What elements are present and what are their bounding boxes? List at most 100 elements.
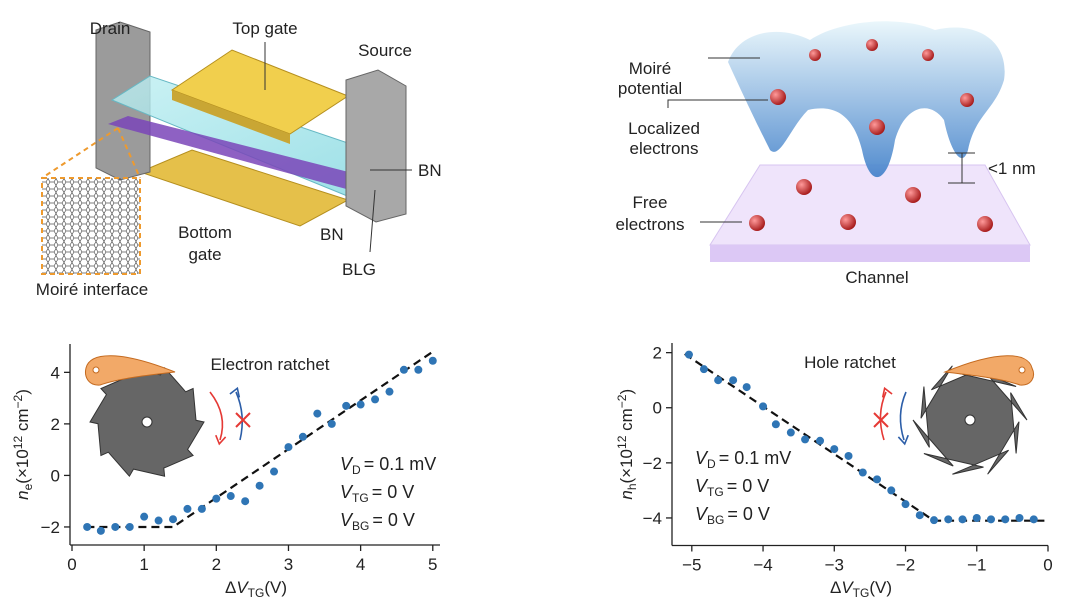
- moire-inset: [41, 177, 141, 275]
- label-part: V: [695, 476, 709, 496]
- data-point: [414, 365, 423, 374]
- electron: [977, 216, 993, 232]
- electron: [922, 49, 934, 61]
- label-part: (×10: [13, 449, 32, 484]
- data-point: [371, 395, 380, 404]
- electron: [960, 93, 974, 107]
- label-part: V: [695, 504, 709, 524]
- label: Source: [358, 41, 412, 60]
- data-point: [1015, 513, 1024, 522]
- annotation: Electron ratchet: [210, 355, 329, 374]
- axis-label: ΔVTG(V): [830, 578, 892, 600]
- label-part: ): [13, 389, 32, 395]
- label: BN: [320, 225, 344, 244]
- data-point: [428, 356, 437, 365]
- data-point: [816, 436, 825, 445]
- data-point: [987, 515, 996, 524]
- x-tick-label: 5: [428, 555, 437, 574]
- data-point: [255, 481, 264, 490]
- label: BN: [418, 161, 442, 180]
- zoom-line: [41, 127, 119, 179]
- label-part: cm: [617, 408, 636, 435]
- label-part: n: [617, 490, 636, 499]
- label-part: BG: [352, 519, 369, 533]
- label: Top gate: [232, 19, 297, 38]
- label-part: (×10: [617, 449, 636, 484]
- y-tick-label: −2: [41, 518, 60, 537]
- axis-label: VBG = 0 V: [340, 510, 415, 533]
- blocked-mark: [235, 412, 251, 428]
- label-part: V: [841, 578, 854, 597]
- potential-diagram: Moiré potential Localized electrons Free…: [616, 21, 1036, 287]
- axis-label: VTG = 0 V: [695, 476, 769, 499]
- label-part: TG: [352, 491, 369, 505]
- pawl-pin: [1018, 366, 1026, 374]
- label: Localized: [628, 119, 700, 138]
- rotation-arrow: [899, 391, 907, 441]
- data-point: [284, 443, 293, 452]
- arrow-head: [229, 386, 241, 398]
- label-part: −2: [615, 394, 629, 408]
- label-part: e: [21, 483, 35, 490]
- label-part: ): [617, 389, 636, 395]
- electron: [770, 89, 786, 105]
- rotation-arrow: [879, 391, 887, 441]
- device-diagram: Drain Top gate Source BN BN BLG Bottom g…: [36, 19, 442, 299]
- label-part: TG: [248, 586, 265, 600]
- electron: [869, 119, 885, 135]
- data-point: [270, 467, 279, 476]
- data-point: [915, 511, 924, 520]
- data-point: [830, 445, 839, 454]
- y-tick-label: 2: [653, 344, 662, 363]
- data-point: [901, 500, 910, 509]
- channel-plane: [709, 164, 1031, 246]
- data-point: [212, 494, 221, 503]
- label-part: = 0 V: [372, 482, 415, 502]
- x-tick-label: −2: [896, 556, 915, 575]
- data-point: [154, 516, 163, 525]
- data-point: [729, 376, 738, 385]
- data-point: [972, 513, 981, 522]
- label-part: TG: [853, 586, 870, 600]
- x-tick-label: −5: [682, 556, 701, 575]
- x-tick-label: 4: [356, 555, 365, 574]
- electrons: [749, 39, 993, 232]
- label-part: = 0 V: [727, 476, 770, 496]
- electron: [749, 215, 765, 231]
- data-point: [858, 468, 867, 477]
- label-part: −2: [11, 394, 25, 408]
- data-point: [327, 419, 336, 428]
- label-part: 12: [11, 436, 25, 450]
- label-part: D: [352, 463, 361, 477]
- data-point: [958, 515, 967, 524]
- data-point: [385, 387, 394, 396]
- x-tick-label: 1: [139, 555, 148, 574]
- data-point: [140, 512, 149, 521]
- data-point: [226, 492, 235, 501]
- y-tick-label: −2: [643, 454, 662, 473]
- electron: [905, 187, 921, 203]
- data-point: [873, 475, 882, 484]
- label: Moiré interface: [36, 280, 148, 299]
- potential-surface: [728, 21, 1005, 178]
- x-tick-label: 0: [67, 555, 76, 574]
- label: potential: [618, 79, 682, 98]
- arrow-head: [881, 386, 893, 398]
- label-part: (V): [869, 578, 892, 597]
- label-part: Δ: [830, 578, 841, 597]
- label-part: V: [340, 510, 354, 530]
- pawl: [943, 355, 1034, 386]
- label-part: n: [13, 490, 32, 499]
- data-point: [786, 428, 795, 437]
- label-part: V: [695, 448, 709, 468]
- x-tick-label: −1: [967, 556, 986, 575]
- label-part: BG: [707, 513, 724, 527]
- y-tick-label: 2: [51, 415, 60, 434]
- data-point: [169, 515, 178, 524]
- data-point: [1029, 515, 1038, 524]
- x-tick-label: −3: [825, 556, 844, 575]
- x-tick-label: 3: [284, 555, 293, 574]
- data-point: [930, 516, 939, 525]
- data-point: [183, 504, 192, 513]
- data-point: [699, 365, 708, 374]
